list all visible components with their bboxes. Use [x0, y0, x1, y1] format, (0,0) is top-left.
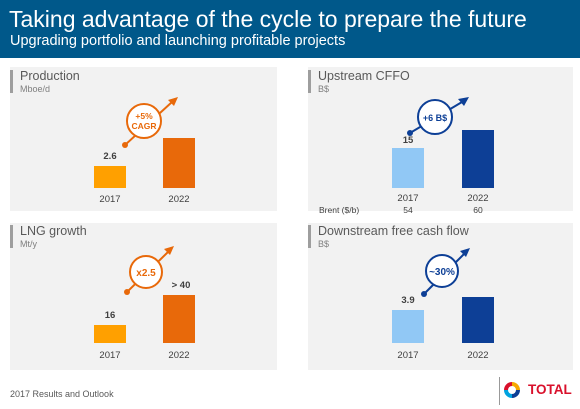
cffo-unit: B$ [318, 84, 330, 94]
lng-accent [10, 225, 13, 248]
tick-label-2022: 2022 [168, 194, 189, 205]
dfcf-title: Downstream free cash flow [318, 224, 469, 238]
bar-2022 [462, 130, 494, 188]
cffo-badge [417, 99, 453, 135]
data-label-2017: 2.6 [103, 151, 116, 162]
lng-panel [10, 223, 277, 370]
tick-label-2017: 2017 [99, 350, 120, 361]
production-accent [10, 70, 13, 93]
bar-2022 [163, 295, 195, 343]
dfcf-badge [425, 254, 459, 288]
bar-2022 [462, 297, 494, 343]
production-title: Production [20, 69, 80, 83]
cffo-accent [308, 70, 311, 93]
logo-text: TOTAL [528, 382, 572, 397]
bar-2017 [392, 148, 424, 188]
footer-divider [499, 377, 500, 405]
cffo-panel [308, 67, 573, 211]
lng-title: LNG growth [20, 224, 87, 238]
tick-label-2022: 2022 [467, 193, 488, 204]
footer-text: 2017 Results and Outlook [10, 389, 114, 399]
tick-label-2022: 2022 [168, 350, 189, 361]
cagr-badge [126, 103, 162, 139]
dfcf-unit: B$ [318, 239, 330, 249]
data-label-2022: > 40 [172, 280, 191, 291]
page-title: Taking advantage of the cycle to prepare… [9, 6, 527, 32]
cagr-badge-line1: +5% [135, 111, 153, 121]
cffo-badge-text: +6 B$ [423, 113, 447, 123]
tick-label-2022: 2022 [467, 350, 488, 361]
bar-2017 [94, 166, 126, 188]
tick-label-2017: 2017 [397, 350, 418, 361]
cffo-title: Upstream CFFO [318, 69, 410, 83]
brent-value-2017: 54 [403, 205, 413, 215]
tick-label-2017: 2017 [397, 193, 418, 204]
brent-value-2022: 60 [473, 205, 483, 215]
dfcf-panel [308, 223, 573, 370]
production-panel [10, 67, 277, 211]
dfcf-accent [308, 225, 311, 248]
header-banner: Taking advantage of the cycle to prepare… [0, 0, 580, 58]
page-subtitle: Upgrading portfolio and launching profit… [10, 33, 346, 49]
data-label-2017: 15 [403, 135, 414, 146]
tick-label-2017: 2017 [99, 194, 120, 205]
cagr-badge-line2: CAGR [131, 121, 156, 131]
data-label-2017: 3.9 [401, 295, 414, 306]
brent-label: Brent ($/b) [319, 205, 359, 215]
lng-unit: Mt/y [20, 239, 37, 249]
production-unit: Mboe/d [20, 84, 51, 94]
lng-badge [129, 255, 163, 289]
total-logo-icon [502, 380, 522, 400]
bar-2022 [163, 138, 195, 188]
lng-badge-text: x2.5 [136, 268, 156, 279]
bar-2017 [392, 310, 424, 343]
total-logo: TOTAL [500, 378, 574, 402]
bar-2017 [94, 325, 126, 343]
data-label-2017: 16 [105, 310, 116, 321]
dfcf-badge-text: ~30% [429, 267, 455, 278]
